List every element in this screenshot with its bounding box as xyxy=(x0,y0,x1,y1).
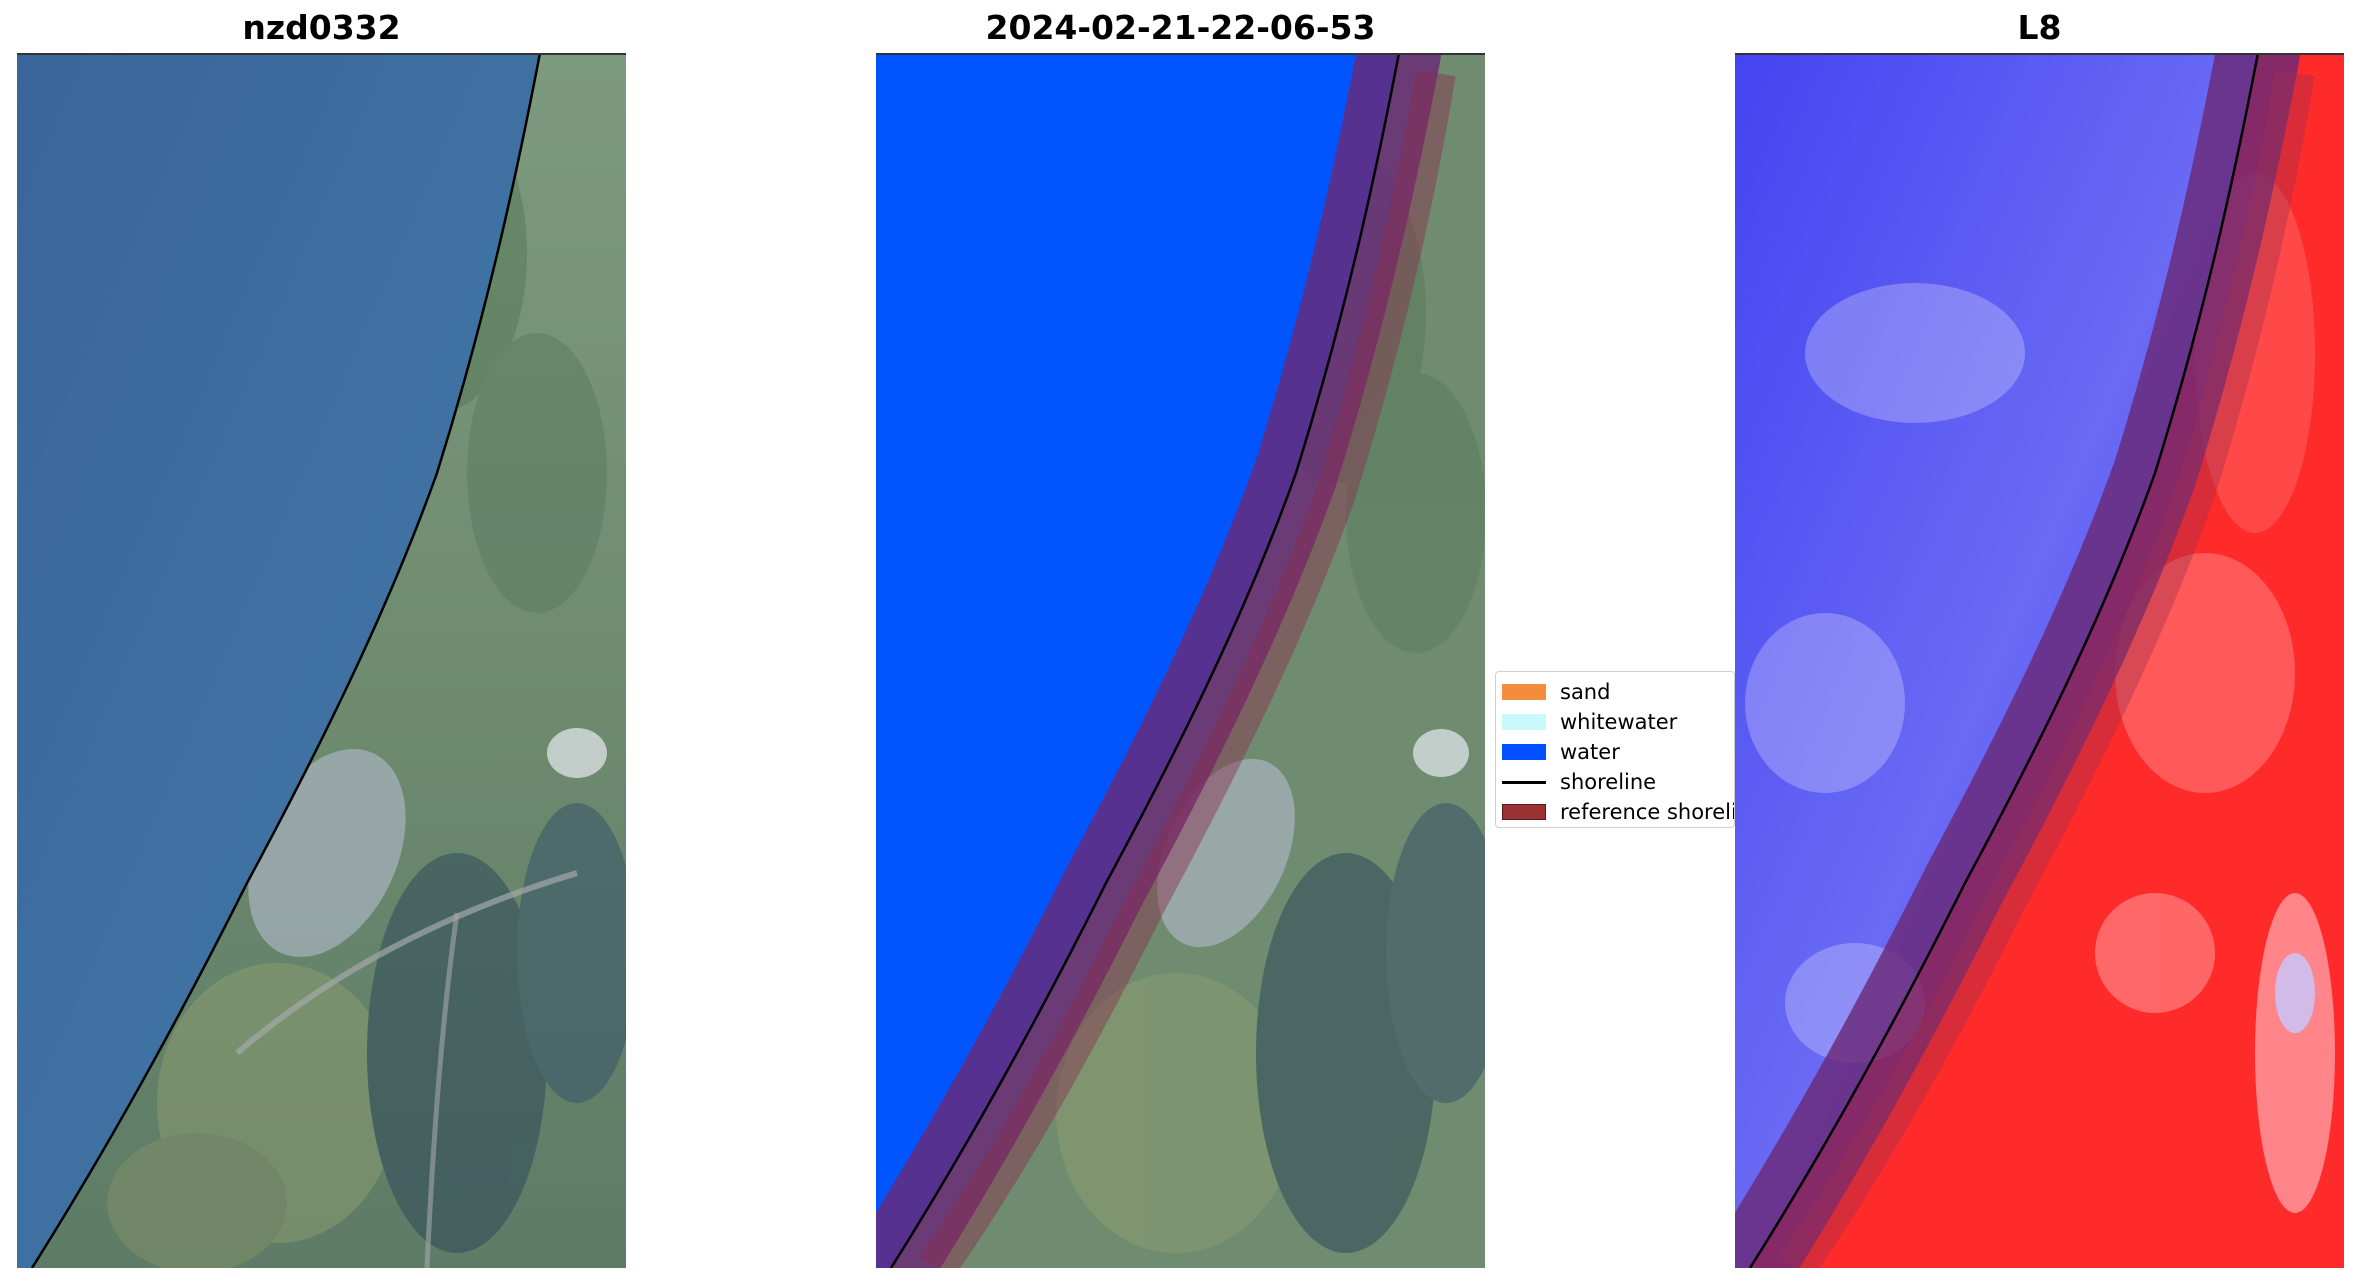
shoreline-line xyxy=(889,53,1401,1268)
rgb-image-panel xyxy=(17,53,626,1268)
rgb-satellite-image xyxy=(17,53,626,1268)
shoreline-line xyxy=(30,53,542,1268)
legend-item-water: water xyxy=(1502,738,1620,766)
legend-item-sand: sand xyxy=(1502,678,1610,706)
classified-image-panel xyxy=(876,53,1485,1268)
legend-item-shoreline: shoreline xyxy=(1502,768,1656,796)
water-swatch-icon xyxy=(1502,744,1546,760)
classified-image xyxy=(876,53,1485,1268)
legend-label: sand xyxy=(1560,680,1611,704)
reference-shoreline-swatch-icon xyxy=(1502,804,1546,820)
legend: sand whitewater water shoreline referenc… xyxy=(1495,671,1735,828)
panel-title-classified: 2024-02-21-22-06-53 xyxy=(985,8,1376,47)
shoreline-line-icon xyxy=(1502,780,1546,784)
legend-item-whitewater: whitewater xyxy=(1502,708,1677,736)
legend-item-reference-shoreline: reference shoreline xyxy=(1502,798,1734,826)
sand-swatch-icon xyxy=(1502,684,1546,700)
shoreline-line xyxy=(1748,53,2260,1268)
legend-label: shoreline xyxy=(1560,770,1657,794)
legend-label: whitewater xyxy=(1560,710,1678,734)
whitewater-swatch-icon xyxy=(1502,714,1546,730)
index-image xyxy=(1735,53,2344,1268)
index-image-panel xyxy=(1735,53,2344,1268)
panel-title-rgb: nzd0332 xyxy=(242,8,401,47)
legend-label: water xyxy=(1560,740,1620,764)
legend-label: reference shoreline xyxy=(1560,800,1734,824)
panel-title-index: L8 xyxy=(2017,8,2062,47)
